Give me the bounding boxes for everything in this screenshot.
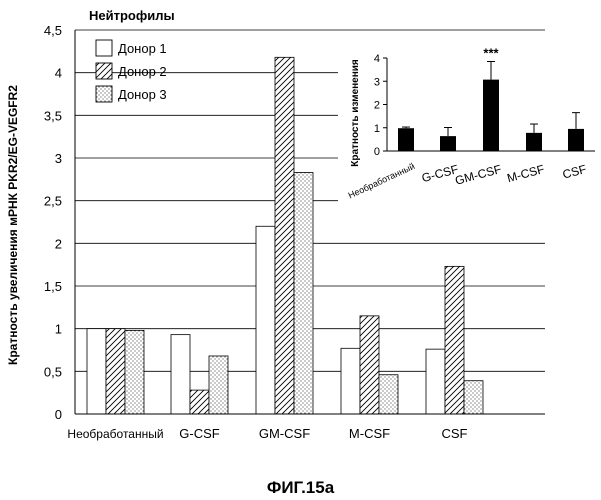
y-tick-label: 2,5 <box>44 194 62 209</box>
bar-empty <box>171 335 190 414</box>
figure-caption: ФИГ.15а <box>0 478 601 498</box>
inset-chart-y-axis-label: Кратность изменения <box>350 59 361 167</box>
y-tick-label: 2 <box>55 236 62 251</box>
y-tick-label: 0,5 <box>44 364 62 379</box>
bar-hatched <box>360 316 379 414</box>
bar-dotted <box>294 173 313 414</box>
bar-empty <box>256 226 275 414</box>
bar-empty <box>87 329 106 414</box>
y-tick-label: 3 <box>55 151 62 166</box>
y-tick-label: 4 <box>55 66 62 81</box>
bar-hatched <box>106 329 125 414</box>
bar-hatched <box>190 390 209 414</box>
inset-y-tick-label: 2 <box>374 100 380 112</box>
legend-swatch-hatched <box>96 63 112 79</box>
bar-dotted <box>379 375 398 414</box>
inset-bar <box>483 80 499 151</box>
legend-label: Донор 2 <box>118 64 167 79</box>
main-chart-legend: Донор 1 Донор 2 Донор 3 <box>96 40 167 102</box>
y-tick-label: 0 <box>55 407 62 422</box>
x-tick-label: GM-CSF <box>259 426 310 441</box>
x-tick-label: G-CSF <box>179 426 220 441</box>
bar-dotted <box>125 330 144 414</box>
bar-dotted <box>464 381 483 414</box>
x-tick-label: Необработанный <box>67 427 163 441</box>
x-tick-label: M-CSF <box>349 426 390 441</box>
inset-y-tick-label: 3 <box>374 76 380 88</box>
inset-y-tick-label: 0 <box>374 146 380 158</box>
bar-dotted <box>209 356 228 414</box>
inset-y-tick-label: 4 <box>374 53 380 65</box>
legend-swatch-empty <box>96 40 112 56</box>
bar-empty <box>426 349 445 414</box>
y-tick-label: 1,5 <box>44 279 62 294</box>
inset-bar <box>398 128 414 151</box>
inset-y-tick-label: 1 <box>374 123 380 135</box>
legend-label: Донор 1 <box>118 41 167 56</box>
legend-swatch-dotted <box>96 86 112 102</box>
inset-chart: Кратность изменения *** 01234 Необработа… <box>338 38 600 206</box>
y-tick-label: 3,5 <box>44 108 62 123</box>
y-tick-label: 1 <box>55 322 62 337</box>
inset-bar <box>568 129 584 151</box>
bar-empty <box>341 348 360 414</box>
main-chart-x-ticks: Необработанный G-CSF GM-CSF M-CSF CSF <box>67 426 467 441</box>
bar-hatched <box>275 57 294 414</box>
inset-bar <box>526 133 542 151</box>
legend-label: Донор 3 <box>118 87 167 102</box>
inset-bar <box>440 136 456 151</box>
y-tick-label: 4,5 <box>44 23 62 38</box>
bar-hatched <box>445 266 464 414</box>
main-chart-title: Нейтрофилы <box>89 8 175 23</box>
main-chart-y-axis-label: Кратность увеличения мРНК PKR2/EG-VEGFR2 <box>6 85 20 365</box>
main-chart-y-ticks: 0 0,5 1 1,5 2 2,5 3 3,5 4 4,5 <box>44 23 62 422</box>
x-tick-label: CSF <box>442 426 468 441</box>
inset-significance-annotation: *** <box>483 45 499 60</box>
